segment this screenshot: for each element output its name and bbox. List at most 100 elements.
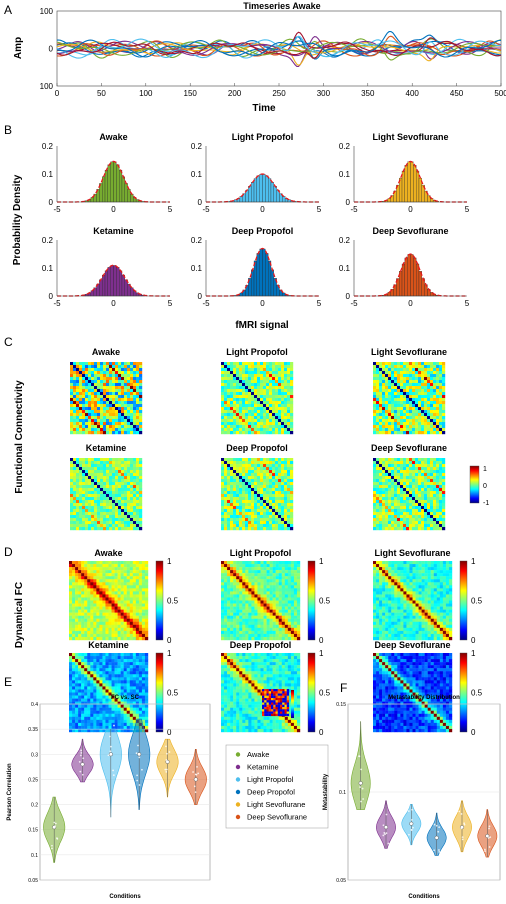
fc-cell [239,392,243,396]
dfc-cell [296,585,301,589]
fc-cell [409,521,413,525]
dfc-cell [135,591,140,595]
fc-cell [85,398,89,402]
dfc-cell [239,624,243,629]
fc-cell [245,398,249,402]
timeseries-xtick: 200 [228,89,242,98]
fc-cell [433,458,437,462]
fc-cell [442,422,446,426]
fc-cell [436,392,440,396]
fc-cell [260,383,264,387]
fc-cell [394,506,398,510]
fc-cell [224,404,228,408]
dfc-cell [227,588,231,592]
fc-cell [442,461,446,465]
fc-cell [272,407,276,411]
fc-cell [427,497,431,501]
fc-cell [403,500,407,504]
dfc-cell [123,588,127,592]
fc-cell [379,482,383,486]
fc-cell [281,404,285,408]
fc-cell [121,485,125,489]
dfc-cell [245,561,249,565]
fc-cell [272,374,276,378]
fc-cell [430,410,434,414]
histogram-ytick: 0.1 [42,170,54,179]
fc-cell [94,491,98,495]
fc-cell [88,389,92,393]
fc-cell [133,422,137,426]
histogram-panel: Light Sevoflurane-5 0 500.10.2 [339,132,470,214]
fc-cell [242,374,246,378]
dfc-cell [141,630,146,635]
fc-cell [88,374,92,378]
fc-cell [442,509,446,513]
fc-cell [239,428,243,432]
histogram-xlabel: fMRI signal [235,320,289,331]
fc-cell [382,497,386,501]
fc-cell [76,419,80,423]
fc-cell [109,458,113,462]
fc-cell [397,398,401,402]
fc-cell [236,428,240,432]
dfc-cell [269,588,273,592]
fc-cell [70,461,74,465]
fc-cell [73,464,77,468]
fc-cell [260,467,264,471]
fc-cell [284,386,288,390]
dfc-cell [284,597,289,601]
dfc-cell [72,603,76,607]
dfc-cell [296,597,301,601]
fc-cell [412,518,416,522]
fc-cell [391,524,395,528]
dfc-cell [287,564,292,568]
dfc-colorbar [155,560,164,641]
fc-cell [73,383,77,387]
dfc-cell [278,618,282,622]
fc-cell [263,467,267,471]
fc-cell [136,497,140,501]
fc-cell [424,473,428,477]
dfc-cell [260,627,264,632]
fc-cell [382,365,386,369]
fc-cell [400,518,404,522]
dfc-cell [138,603,143,607]
dfc-cell [105,582,109,586]
dfc-cell [233,624,237,629]
dfc-cell [99,576,103,580]
dfc-cell [284,585,289,589]
fc-cell [100,431,104,435]
fc-cell [254,389,258,393]
fc-cell [388,395,392,399]
fc-cell [424,458,428,462]
fc-cell [287,371,291,375]
fc-cell [233,410,237,414]
fc-cell [275,410,279,414]
dfc-cell [129,603,134,607]
fc-cell [127,515,131,519]
fc-cell [427,509,431,513]
dfc-cell [260,585,264,589]
fc-cell [439,461,443,465]
fc-cell [421,467,425,471]
fc-cell [236,371,240,375]
fc-cell [97,377,101,381]
fc-cell [127,404,131,408]
fc-cell [133,395,137,399]
fc-cell [385,476,389,480]
dfc-cell [126,630,130,635]
fc-cell [254,407,258,411]
fc-cell [275,500,279,504]
fc-cell [88,368,92,372]
fc-cell [221,362,225,366]
fc-cell [118,464,122,468]
dfc-cell [72,615,76,619]
fc-cell [254,404,258,408]
fc-cell [106,425,110,429]
fc-cell [376,386,380,390]
dfc-cell [284,594,289,598]
fc-cell [418,365,422,369]
fc-cell [236,419,240,423]
dfc-cell [287,600,292,604]
dfc-cell [90,570,94,574]
